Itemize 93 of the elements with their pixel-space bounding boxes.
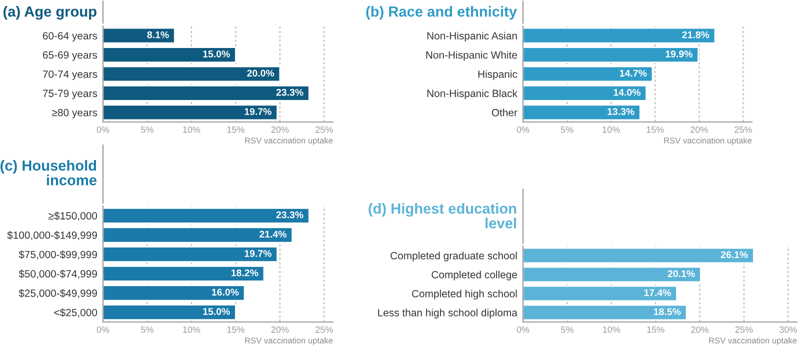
x-tick-label: 20% xyxy=(690,126,708,133)
bar xyxy=(523,66,654,82)
bar xyxy=(523,266,702,283)
data-label: 21.4% xyxy=(260,230,286,238)
bar xyxy=(523,46,699,63)
x-tick-label: 15% xyxy=(646,126,664,133)
x-tick-label: 0% xyxy=(96,326,110,333)
data-label: 16.0% xyxy=(212,288,239,296)
bar xyxy=(523,104,641,121)
x-tick-label: 25% xyxy=(316,126,333,133)
y-tick-label: $50,000-$74,999 xyxy=(18,270,97,279)
y-tick-label: Other xyxy=(492,108,518,116)
bar xyxy=(523,285,678,302)
chart-title: (b) Race and ethnicity xyxy=(366,6,517,20)
data-label: 20.0% xyxy=(247,70,274,77)
bar xyxy=(523,27,716,44)
data-label: 20.1% xyxy=(668,270,695,278)
x-axis-title: RSV vaccination uptake xyxy=(245,337,333,346)
y-tick-label: Non-Hispanic Black xyxy=(427,89,518,100)
y-tick-label: Completed college xyxy=(432,270,517,280)
y-tick-label: 75-79 years xyxy=(42,90,98,100)
x-tick-label: 15% xyxy=(227,126,244,133)
chart-title: (c) Household income xyxy=(0,160,97,186)
chart-title: (d) Highest education level xyxy=(368,203,516,228)
data-label: 15.0% xyxy=(203,308,230,315)
bar xyxy=(103,226,294,244)
x-tick-label: 5% xyxy=(141,126,154,133)
x-tick-label: 10% xyxy=(183,126,200,133)
bar xyxy=(103,85,310,102)
y-tick-label: Hispanic xyxy=(478,70,518,80)
data-label: 23.3% xyxy=(276,88,304,96)
bar xyxy=(103,265,265,282)
data-label: 17.4% xyxy=(644,289,671,296)
bar xyxy=(523,247,754,264)
bar xyxy=(103,27,176,44)
y-tick-label: $25,000-$49,999 xyxy=(18,289,97,298)
x-tick-label: 25% xyxy=(734,126,752,133)
bar xyxy=(103,104,278,121)
bar xyxy=(103,284,246,302)
bar xyxy=(103,246,278,263)
x-tick-label: 30% xyxy=(779,326,797,333)
y-tick-label: 65-69 years xyxy=(42,51,98,61)
y-tick-label: Completed high school xyxy=(412,290,517,300)
y-tick-label: Non-Hispanic White xyxy=(426,51,517,61)
x-tick-label: 20% xyxy=(271,126,289,133)
x-axis-title: RSV vaccination uptake xyxy=(245,137,333,146)
chart-title: (a) Age group xyxy=(3,6,96,20)
x-tick-label: 0% xyxy=(96,126,110,133)
bar xyxy=(103,66,281,82)
x-tick-label: 20% xyxy=(271,326,289,333)
data-label: 23.3% xyxy=(276,211,304,218)
y-tick-label: Less than high school diploma xyxy=(378,308,518,318)
data-label: 8.1% xyxy=(147,31,169,38)
bar xyxy=(523,85,648,102)
y-tick-label: ≥80 years xyxy=(52,108,98,118)
y-tick-label: $75,000-$99,999 xyxy=(18,250,97,260)
y-tick-label: 60-64 years xyxy=(42,32,98,42)
data-label: 18.5% xyxy=(654,308,681,316)
data-label: 14.7% xyxy=(620,70,647,77)
x-tick-label: 5% xyxy=(560,126,574,133)
x-tick-label: 20% xyxy=(691,326,708,333)
x-tick-label: 0% xyxy=(516,126,530,133)
data-label: 18.2% xyxy=(231,269,258,276)
y-tick-label: ≥$150,000 xyxy=(48,212,98,221)
y-tick-label: Non-Hispanic Asian xyxy=(427,32,517,42)
x-tick-label: 25% xyxy=(316,326,333,333)
y-tick-label: 70-74 years xyxy=(42,70,98,80)
data-label: 19.7% xyxy=(244,250,272,257)
x-tick-label: 10% xyxy=(603,326,620,333)
bar xyxy=(103,207,310,224)
bar xyxy=(523,304,688,321)
data-label: 15.0% xyxy=(203,50,230,58)
data-label: 19.9% xyxy=(666,50,692,58)
x-axis-title: RSV vaccination uptake xyxy=(664,137,752,146)
x-tick-label: 10% xyxy=(602,126,620,133)
bar xyxy=(103,304,236,321)
x-tick-label: 15% xyxy=(227,326,244,333)
data-label: 13.3% xyxy=(608,108,634,116)
x-axis-title: RSV vaccination uptake xyxy=(709,337,797,346)
data-label: 14.0% xyxy=(614,88,640,96)
y-tick-label: <$25,000 xyxy=(54,308,98,318)
bar xyxy=(103,46,236,63)
y-tick-label: $100,000-$149,999 xyxy=(7,231,97,240)
data-label: 26.1% xyxy=(720,251,748,258)
y-tick-label: Completed graduate school xyxy=(390,252,517,262)
data-label: 21.8% xyxy=(682,31,710,38)
x-tick-label: 25% xyxy=(735,326,753,333)
x-tick-label: 15% xyxy=(647,326,664,333)
x-tick-label: 5% xyxy=(561,326,574,333)
x-tick-label: 0% xyxy=(516,326,530,333)
x-tick-label: 5% xyxy=(141,326,154,333)
data-label: 19.7% xyxy=(244,108,272,116)
x-tick-label: 10% xyxy=(183,326,200,333)
